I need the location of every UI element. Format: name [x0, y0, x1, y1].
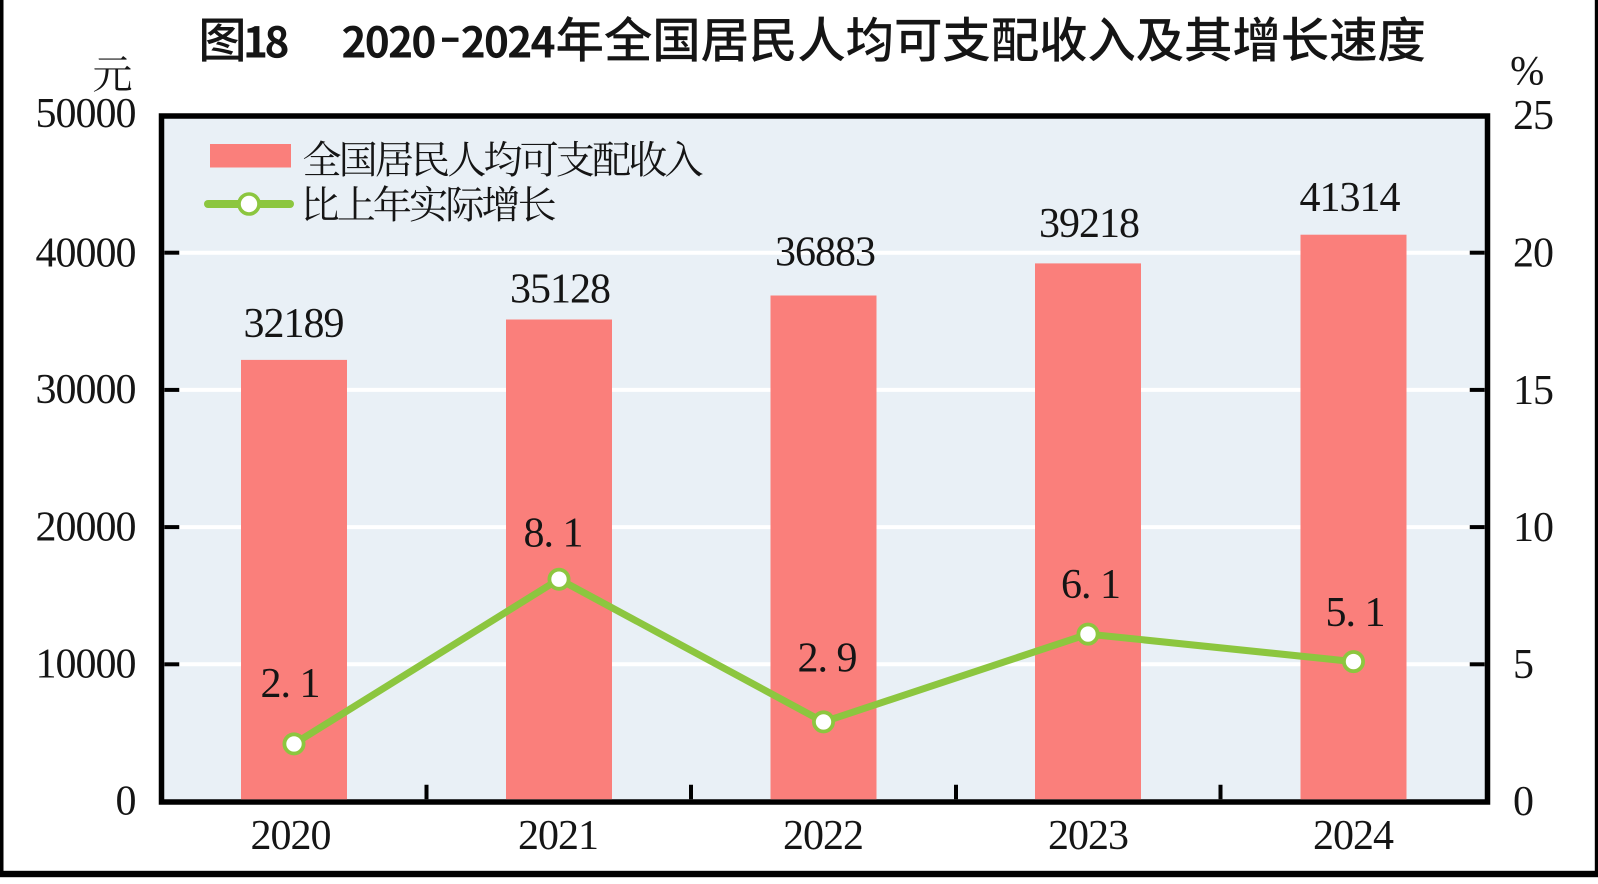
svg-text:32189: 32189 [244, 301, 344, 347]
svg-text:36883: 36883 [775, 230, 875, 276]
svg-text:35128: 35128 [510, 266, 610, 312]
svg-text:2022: 2022 [783, 813, 863, 859]
svg-text:30000: 30000 [36, 367, 136, 413]
svg-text:%: % [1510, 47, 1543, 93]
svg-text:20000: 20000 [36, 504, 136, 550]
svg-text:0: 0 [116, 778, 136, 824]
svg-text:8. 1: 8. 1 [524, 510, 583, 556]
svg-text:0: 0 [1513, 779, 1533, 825]
svg-text:39218: 39218 [1039, 201, 1139, 247]
svg-text:41314: 41314 [1300, 175, 1401, 221]
svg-text:50000: 50000 [36, 91, 136, 137]
svg-text:5. 1: 5. 1 [1326, 590, 1385, 636]
svg-text:10000: 10000 [36, 641, 136, 687]
svg-text:20: 20 [1513, 231, 1553, 277]
svg-text:10: 10 [1513, 505, 1553, 551]
svg-text:2. 9: 2. 9 [798, 635, 857, 681]
svg-text:15: 15 [1513, 368, 1553, 414]
svg-text:2023: 2023 [1048, 813, 1128, 859]
svg-text:2. 1: 2. 1 [261, 661, 320, 707]
svg-text:5: 5 [1513, 642, 1533, 688]
svg-text:2021: 2021 [518, 813, 598, 859]
svg-text:2024: 2024 [1313, 813, 1394, 859]
svg-text:2020: 2020 [251, 813, 331, 859]
svg-text:6. 1: 6. 1 [1061, 562, 1120, 608]
svg-text:25: 25 [1513, 93, 1553, 139]
svg-text:40000: 40000 [36, 230, 136, 276]
